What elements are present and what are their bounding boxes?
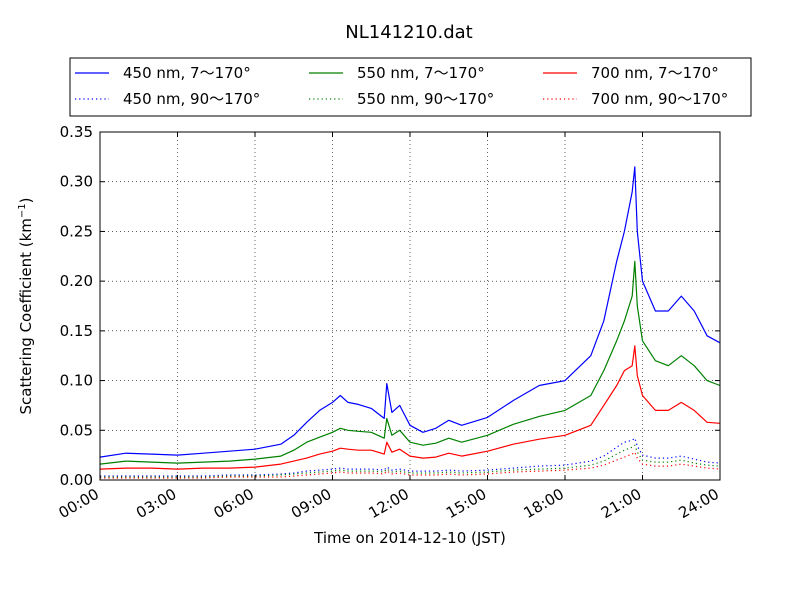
y-tick-label: 0.25	[60, 222, 93, 240]
x-tick-label: 24:00	[676, 485, 722, 522]
series-line-1	[99, 166, 721, 458]
grid-lines	[100, 132, 720, 480]
y-tick-label: 0.00	[60, 471, 93, 489]
legend-label: 450 nm, 7～170°	[123, 64, 251, 82]
y-tick-label: 0.30	[60, 173, 93, 191]
chart-title: NL141210.dat	[345, 22, 472, 43]
legend-frame	[69, 57, 752, 117]
series-line-2	[100, 437, 721, 477]
x-tick-label: 03:00	[133, 485, 179, 522]
x-tick-label: 00:00	[56, 485, 102, 522]
y-tick-label: 0.15	[60, 322, 93, 340]
x-tick-label: 12:00	[366, 485, 412, 522]
x-tick-label: 09:00	[288, 485, 334, 522]
series-line-5	[99, 345, 721, 470]
legend-label: 700 nm, 7～170°	[591, 64, 719, 82]
y-axis-label: Scattering Coefficient (km−1)	[17, 197, 35, 414]
legend-label: 550 nm, 7～170°	[357, 64, 485, 82]
y-axis-label-main: Scattering Coefficient (km	[17, 218, 35, 414]
legend: 450 nm, 7～170° 450 nm, 90～170° 550 nm, 7～1…	[69, 57, 752, 117]
legend-label: 550 nm, 90～170°	[357, 90, 494, 108]
y-tick-label: 0.05	[60, 421, 93, 439]
series-line-3	[99, 260, 721, 465]
x-axis-label: Time on 2014-12-10 (JST)	[313, 529, 506, 547]
y-tick-labels: 0.00 0.05 0.10 0.15 0.20 0.25 0.30 0.35	[60, 123, 93, 489]
x-tick-labels: 00:00 03:00 06:00 09:00 12:00 15:00 18:00 21:00…	[56, 485, 722, 522]
series-line-6	[100, 451, 721, 479]
x-tick-label: 15:00	[443, 485, 489, 522]
axis-ticks	[99, 131, 721, 481]
y-tick-label: 0.35	[60, 123, 93, 141]
series-lines	[99, 166, 721, 479]
y-axis-label-close: )	[17, 197, 35, 203]
y-tick-label: 0.10	[60, 372, 93, 390]
series-line-4	[100, 444, 721, 478]
y-axis-label-exponent: −1	[17, 203, 28, 218]
y-tick-label: 0.20	[60, 272, 93, 290]
legend-label: 450 nm, 90～170°	[123, 90, 260, 108]
x-tick-label: 06:00	[211, 485, 257, 522]
x-tick-label: 21:00	[598, 485, 644, 522]
legend-label: 700 nm, 90～170°	[591, 90, 728, 108]
legend-items: 450 nm, 7～170° 450 nm, 90～170° 550 nm, 7～1…	[75, 64, 728, 108]
x-tick-label: 18:00	[521, 485, 567, 522]
